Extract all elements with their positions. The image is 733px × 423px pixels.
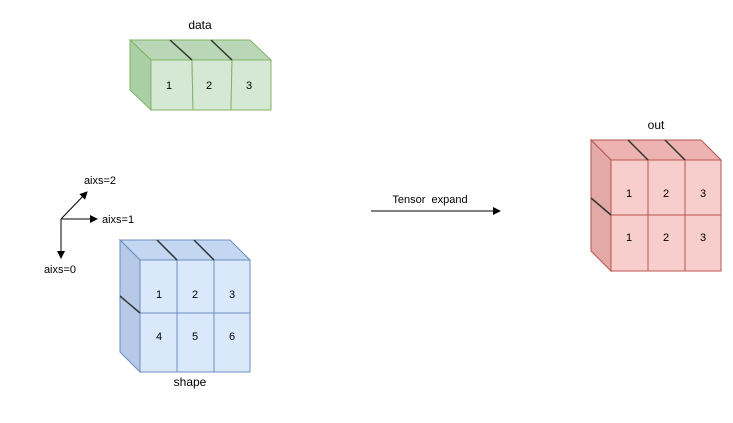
shape-side-face (119, 238, 141, 374)
out-edge-2 (664, 139, 686, 161)
out-label: out (648, 118, 665, 132)
out-side-face (590, 138, 612, 273)
shape-value-5: 5 (192, 331, 198, 343)
out-edge-1 (627, 139, 649, 161)
out-value-4: 1 (626, 232, 632, 244)
axes-indicator: aixs=2 aixs=1 aixs=0 (44, 175, 134, 276)
shape-front-cell-6 (213, 312, 251, 373)
data-front-cell-3 (230, 59, 272, 111)
shape-edge-1 (156, 239, 178, 261)
out-value-5: 2 (663, 232, 669, 244)
out-front-cell-6 (684, 214, 722, 272)
shape-front-cell-2 (176, 259, 215, 314)
axis-2-arrow (60, 191, 88, 220)
shape-value-6: 6 (229, 331, 235, 343)
data-value-3: 3 (246, 80, 252, 92)
data-value-1: 1 (166, 80, 172, 92)
axis-2-label: aixs=2 (84, 175, 116, 187)
axis-0-label: aixs=0 (44, 264, 76, 276)
shape-front-cell-1 (139, 259, 178, 314)
data-tensor-block: 1 2 3 data (128, 18, 273, 112)
shape-value-3: 3 (229, 289, 235, 301)
expand-label: Tensor expand (392, 194, 467, 206)
shape-edge-side (119, 295, 141, 314)
data-edge-2 (210, 39, 233, 61)
data-value-2: 2 (206, 80, 212, 92)
data-edge-1 (169, 39, 193, 61)
out-tensor-block: 1 2 3 1 2 3 out (589, 118, 723, 273)
shape-label: shape (174, 375, 207, 389)
shape-tensor-block: 1 2 3 4 5 6 shape (118, 238, 252, 389)
out-value-3: 3 (700, 188, 706, 200)
out-edge-side (590, 197, 612, 216)
out-value-6: 3 (700, 232, 706, 244)
data-label: data (188, 18, 212, 32)
tensor-expand-operation: Tensor expand (371, 194, 501, 215)
shape-value-4: 4 (156, 331, 162, 343)
shape-value-1: 1 (156, 289, 162, 301)
shape-value-2: 2 (192, 289, 198, 301)
shape-front-cell-3 (213, 259, 251, 314)
shape-edge-2 (193, 239, 215, 261)
out-value-2: 2 (663, 188, 669, 200)
out-value-1: 1 (626, 188, 632, 200)
axis-1-label: aixs=1 (102, 214, 134, 226)
